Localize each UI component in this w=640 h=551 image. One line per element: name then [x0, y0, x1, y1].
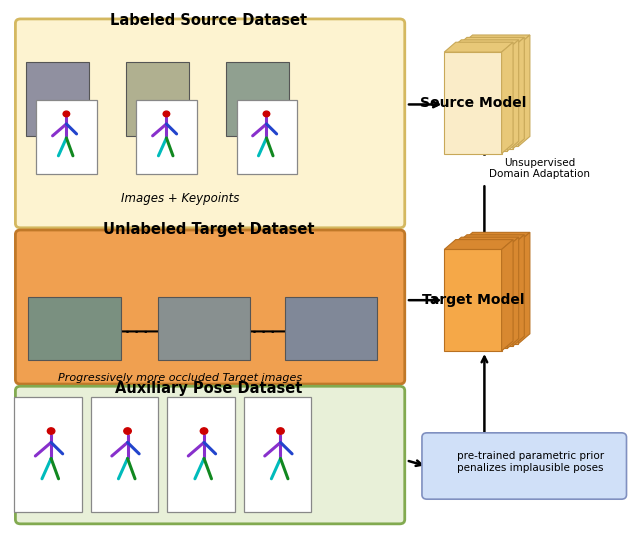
Bar — [36, 100, 97, 174]
Polygon shape — [456, 47, 513, 149]
Polygon shape — [461, 35, 530, 45]
Text: Labeled Source Dataset: Labeled Source Dataset — [110, 13, 307, 29]
Polygon shape — [444, 240, 513, 250]
Bar — [91, 397, 158, 512]
Circle shape — [200, 428, 208, 434]
Polygon shape — [513, 235, 524, 346]
Text: Unlabeled Target Dataset: Unlabeled Target Dataset — [103, 222, 314, 237]
Text: . . . .: . . . . — [243, 323, 276, 336]
Polygon shape — [508, 237, 518, 348]
Circle shape — [63, 111, 70, 117]
Circle shape — [263, 111, 269, 117]
Polygon shape — [456, 245, 513, 346]
Text: Images + Keypoints: Images + Keypoints — [120, 192, 239, 206]
Bar — [237, 100, 297, 174]
Polygon shape — [444, 250, 502, 351]
Polygon shape — [502, 240, 513, 351]
Polygon shape — [461, 242, 518, 344]
Text: Auxiliary Pose Dataset: Auxiliary Pose Dataset — [115, 381, 302, 396]
Polygon shape — [518, 35, 530, 146]
FancyBboxPatch shape — [15, 19, 404, 228]
FancyBboxPatch shape — [15, 230, 404, 384]
Text: Progressively more occluded Target images: Progressively more occluded Target image… — [58, 373, 302, 383]
FancyBboxPatch shape — [422, 433, 627, 499]
Polygon shape — [456, 235, 524, 245]
Polygon shape — [450, 237, 518, 247]
Circle shape — [276, 428, 284, 434]
Text: . . . .: . . . . — [116, 323, 148, 336]
Polygon shape — [518, 233, 530, 344]
Bar — [26, 62, 90, 136]
Bar — [28, 298, 120, 360]
Polygon shape — [450, 40, 518, 50]
Text: Unsupervised
Domain Adaptation: Unsupervised Domain Adaptation — [490, 158, 590, 180]
Polygon shape — [450, 247, 508, 348]
Polygon shape — [461, 233, 530, 242]
Bar — [157, 298, 250, 360]
Circle shape — [124, 428, 131, 434]
Text: Target Model: Target Model — [422, 293, 524, 307]
Polygon shape — [450, 50, 508, 151]
Circle shape — [47, 428, 55, 434]
Bar — [136, 100, 197, 174]
FancyBboxPatch shape — [15, 386, 404, 524]
Text: pre-trained parametric prior
penalizes implausible poses: pre-trained parametric prior penalizes i… — [457, 451, 604, 473]
Bar — [125, 62, 189, 136]
Polygon shape — [444, 52, 502, 154]
Bar — [167, 397, 235, 512]
Bar — [14, 397, 82, 512]
Circle shape — [163, 111, 170, 117]
Polygon shape — [461, 45, 518, 146]
Polygon shape — [502, 42, 513, 154]
Polygon shape — [456, 37, 524, 47]
Polygon shape — [513, 37, 524, 149]
Bar — [285, 298, 378, 360]
Text: Source Model: Source Model — [420, 96, 526, 110]
Bar — [226, 62, 289, 136]
Polygon shape — [444, 42, 513, 52]
Polygon shape — [508, 40, 518, 151]
Bar — [244, 397, 311, 512]
